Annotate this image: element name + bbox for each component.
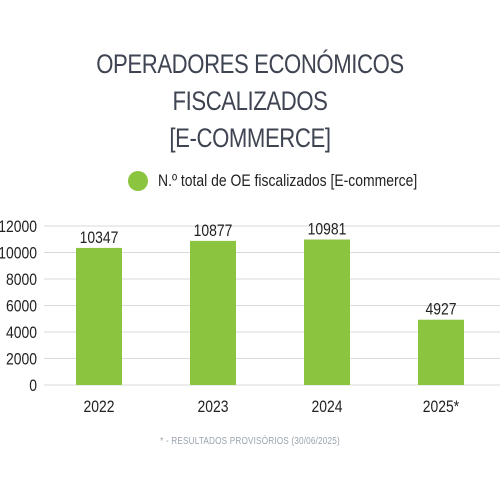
chart-title-line-2: [E-COMMERCE] [169, 123, 331, 153]
bar [76, 247, 122, 385]
x-tick-label: 2023 [198, 398, 229, 417]
y-tick-label: 0 [29, 377, 37, 396]
y-tick-label: 2000 [6, 350, 37, 369]
x-tick-label: 2025* [423, 398, 459, 417]
chart-title-line-1: OPERADORES ECONÓMICOS FISCALIZADOS [96, 49, 404, 116]
x-tick-label: 2022 [84, 398, 115, 417]
data-label: 10877 [194, 222, 233, 241]
x-tick-label: 2024 [312, 398, 343, 417]
footnote: * - RESULTADOS PROVISÓRIOS (30/06/2025) [160, 436, 340, 447]
y-tick-label: 4000 [6, 324, 37, 343]
y-tick-label: 6000 [6, 297, 37, 316]
data-label: 10981 [308, 220, 347, 239]
bar [190, 240, 236, 385]
data-label: 4927 [426, 301, 457, 320]
legend-swatch [128, 171, 148, 191]
legend-label: N.º total de OE fiscalizados [E-commerce… [158, 171, 418, 190]
bar [418, 319, 464, 385]
y-tick-label: 10000 [0, 244, 37, 263]
legend: N.º total de OE fiscalizados [E-commerce… [128, 170, 474, 192]
y-tick-label: 8000 [6, 271, 37, 290]
bar [304, 239, 350, 385]
y-tick-label: 12000 [0, 218, 37, 237]
data-label: 10347 [80, 229, 119, 248]
chart-title: OPERADORES ECONÓMICOS FISCALIZADOS [E-CO… [45, 46, 455, 157]
